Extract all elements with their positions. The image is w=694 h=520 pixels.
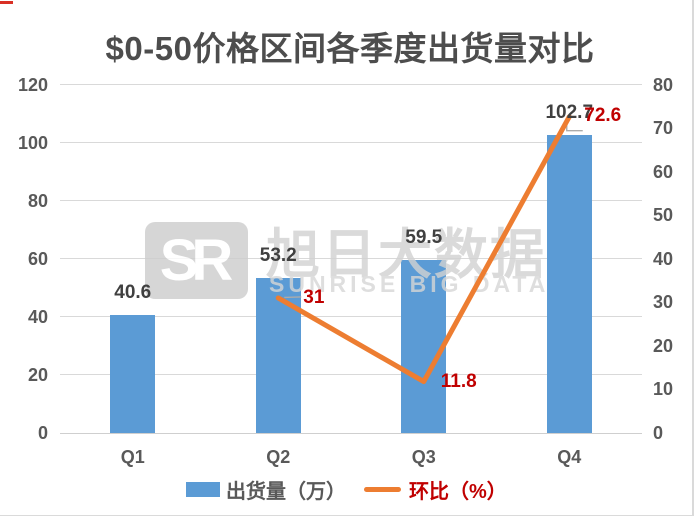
bar-value-label: 102.7 bbox=[545, 101, 594, 123]
top-left-red-mark bbox=[0, 1, 13, 4]
legend-label-shipments: 出货量（万） bbox=[226, 480, 346, 503]
x-axis-label-q2: Q2 bbox=[266, 447, 291, 467]
right-axis-tick-label: 40 bbox=[653, 248, 674, 269]
left-axis-tick-label: 120 bbox=[17, 74, 48, 95]
right-axis-tick-label: 70 bbox=[653, 118, 674, 139]
x-axis-label-q4: Q4 bbox=[557, 447, 582, 467]
x-axis-line bbox=[60, 432, 642, 434]
right-axis-tick-label: 80 bbox=[653, 74, 674, 95]
x-axis-label-q3: Q3 bbox=[411, 447, 436, 467]
legend-line-swatch-icon bbox=[364, 486, 401, 492]
right-axis-tick-label: 50 bbox=[653, 205, 674, 226]
legend-bar-swatch-icon bbox=[186, 481, 220, 497]
chart-title: $0-50价格区间各季度出货量对比 bbox=[105, 30, 595, 67]
x-axis-label-q1: Q1 bbox=[120, 447, 145, 467]
chart-right-border bbox=[692, 0, 694, 515]
bar-value-label: 59.5 bbox=[405, 227, 443, 249]
line-value-label: 72.6 bbox=[584, 104, 622, 126]
bar-value-label: 40.6 bbox=[114, 282, 152, 304]
left-axis-tick-label: 20 bbox=[27, 364, 48, 385]
left-axis-tick-label: 40 bbox=[27, 306, 48, 327]
left-axis-tick-label: 60 bbox=[27, 248, 48, 269]
bar-value-label: 53.2 bbox=[259, 245, 297, 267]
legend-label-ratio: 环比（%） bbox=[409, 480, 507, 503]
left-axis-tick-label: 100 bbox=[17, 132, 48, 153]
right-axis-tick-label: 10 bbox=[653, 379, 674, 400]
line-value-label: 11.8 bbox=[440, 370, 477, 392]
left-axis-tick-label: 0 bbox=[37, 423, 48, 443]
chart-bottom-border bbox=[0, 514, 694, 516]
right-axis-tick-label: 30 bbox=[653, 292, 674, 313]
line-value-label: 31 bbox=[303, 286, 325, 308]
legend: 出货量（万） 环比（%） bbox=[186, 476, 507, 503]
right-axis-tick-label: 20 bbox=[653, 335, 674, 356]
right-axis-tick-label: 0 bbox=[653, 423, 664, 443]
right-axis-tick-label: 60 bbox=[653, 161, 674, 182]
bar-q1 bbox=[110, 315, 156, 433]
gridline bbox=[60, 84, 642, 85]
left-axis-tick-label: 80 bbox=[27, 190, 48, 211]
